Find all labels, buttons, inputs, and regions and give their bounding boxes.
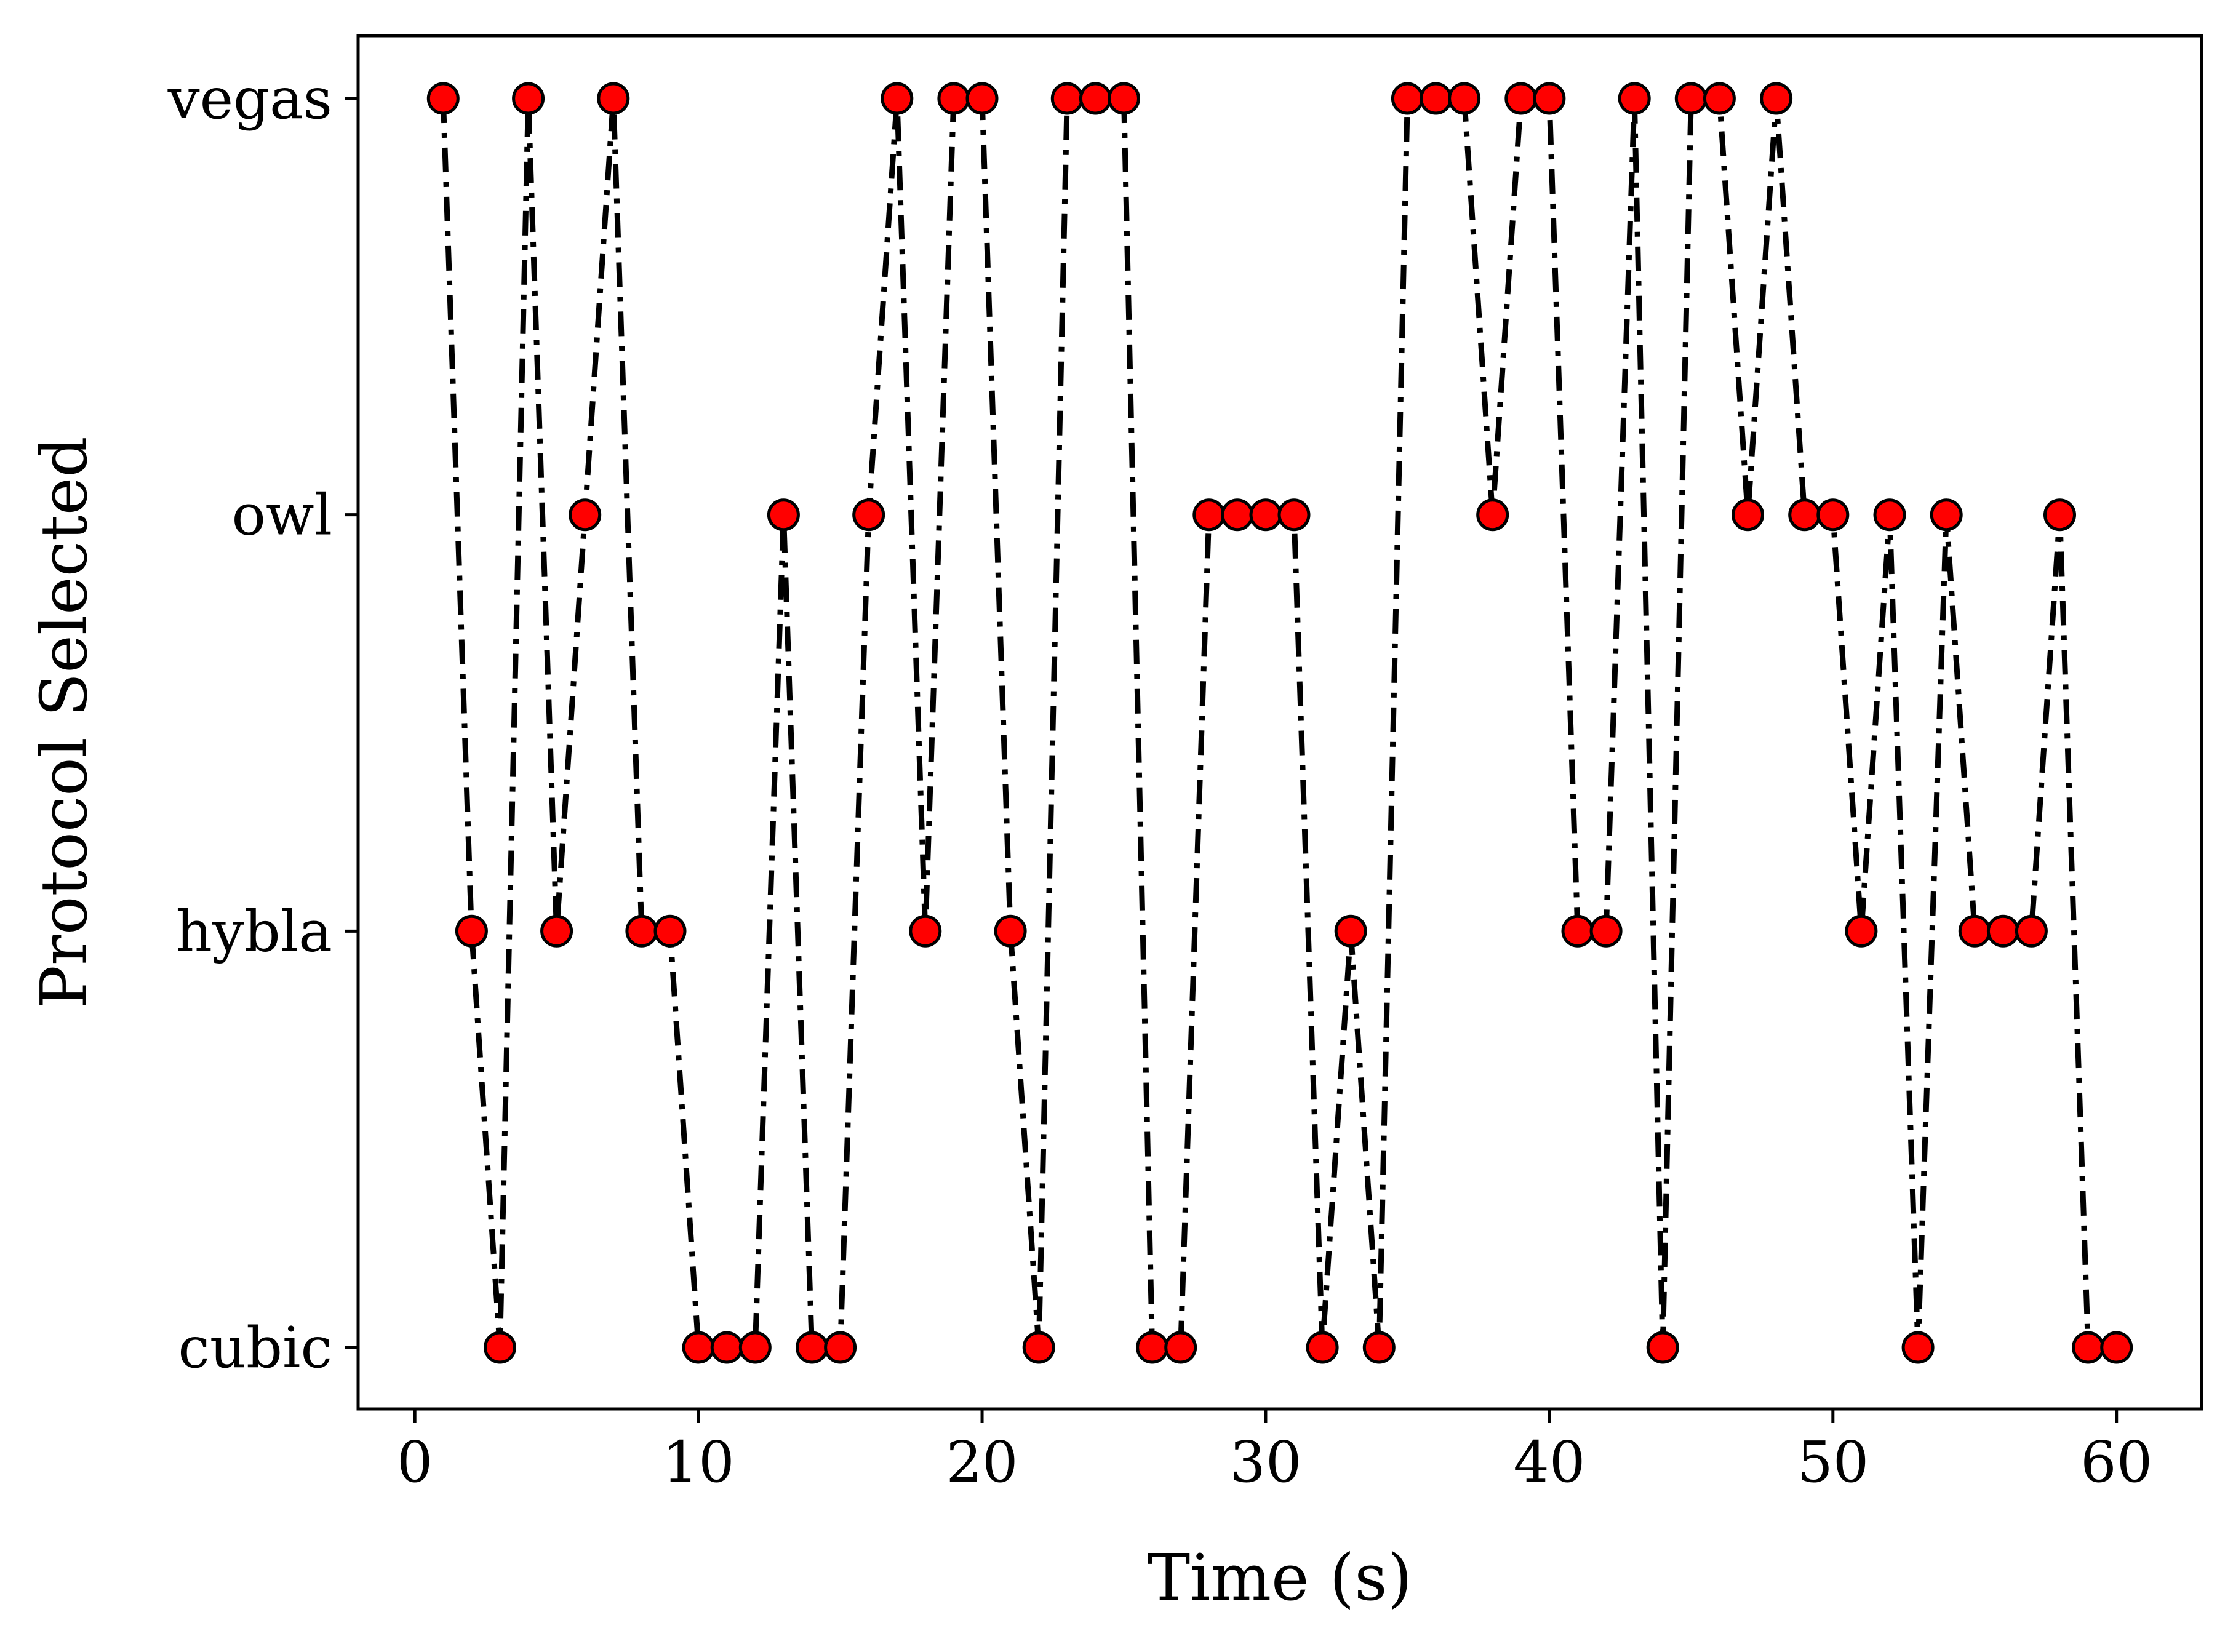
data-point [1561, 914, 1594, 948]
data-point [1192, 498, 1226, 532]
data-point [653, 914, 687, 948]
x-tick-label: 60 [2080, 1429, 2152, 1495]
data-point [2043, 498, 2076, 532]
y-tick-label: hybla [176, 898, 332, 964]
data-point [682, 1331, 715, 1364]
data-point [994, 914, 1027, 948]
series-layer [440, 95, 2117, 1351]
x-axis-title: Time (s) [1148, 1540, 1412, 1615]
data-point [1420, 82, 1452, 115]
series-line [440, 95, 2117, 1351]
data-point [1901, 1331, 1935, 1364]
data-point [1079, 82, 1112, 115]
data-point [625, 914, 658, 948]
data-point [1674, 82, 1708, 115]
data-point [512, 82, 545, 115]
x-tick-label: 40 [1513, 1429, 1585, 1495]
data-point [1050, 82, 1084, 115]
marker-layer [426, 82, 2133, 1364]
plot-frame [356, 34, 2203, 1411]
x-tick-label: 0 [397, 1429, 433, 1495]
data-point [1845, 914, 1878, 948]
data-point [1164, 1331, 1197, 1364]
data-point [1930, 498, 1963, 532]
data-point [965, 82, 999, 115]
data-point [2100, 1331, 2133, 1364]
data-point [1221, 498, 1254, 532]
data-point [881, 82, 914, 115]
data-point [1306, 1331, 1339, 1364]
data-point [1022, 1331, 1055, 1364]
data-point [937, 82, 970, 115]
data-point [597, 82, 630, 115]
y-tick-label: cubic [178, 1315, 332, 1381]
data-point [852, 498, 885, 532]
data-point [1391, 82, 1424, 115]
data-point [1504, 82, 1538, 115]
data-point [1448, 82, 1481, 115]
data-point [2072, 1331, 2105, 1364]
x-tick-label: 10 [663, 1429, 735, 1495]
data-point [1589, 914, 1623, 948]
data-point [1958, 914, 1991, 948]
data-point [1646, 1331, 1679, 1364]
data-point [1986, 914, 2019, 948]
y-axis: cubic hybla owl vegas [167, 66, 358, 1381]
data-point [1277, 498, 1311, 532]
data-point [1618, 82, 1651, 115]
data-point [1732, 498, 1764, 532]
data-point [824, 1331, 857, 1364]
data-point [1476, 498, 1509, 532]
data-point [1760, 82, 1793, 115]
data-point [1703, 82, 1736, 115]
data-point [1108, 82, 1140, 115]
y-tick-label: owl [231, 482, 332, 548]
data-point [1136, 1331, 1169, 1364]
data-point [767, 498, 800, 532]
data-point [455, 914, 488, 948]
data-point [796, 1331, 828, 1364]
data-point [1533, 82, 1566, 115]
data-point [1334, 914, 1367, 948]
data-point [1249, 498, 1282, 532]
x-axis: 0 10 20 30 40 50 60 [397, 1409, 2152, 1495]
data-point [1816, 498, 1850, 532]
data-point [1873, 498, 1906, 532]
y-axis-title: Protocol Selected [26, 436, 102, 1008]
x-tick-label: 20 [946, 1429, 1018, 1495]
data-point [484, 1331, 516, 1364]
x-tick-label: 30 [1229, 1429, 1301, 1495]
data-point [1788, 498, 1821, 532]
data-point [569, 498, 602, 532]
data-point [710, 1331, 743, 1364]
data-point [909, 914, 942, 948]
data-point [540, 914, 573, 948]
y-tick-label: vegas [167, 66, 332, 132]
data-point [426, 82, 460, 115]
data-point [738, 1331, 772, 1364]
data-point [2015, 914, 2048, 948]
x-tick-label: 50 [1797, 1429, 1869, 1495]
data-point [1362, 1331, 1396, 1364]
